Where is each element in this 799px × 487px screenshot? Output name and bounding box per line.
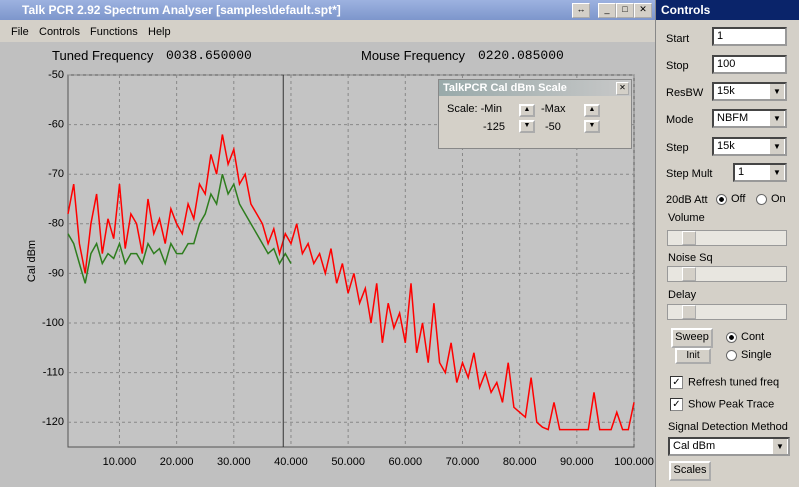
x-tick-label: 10.000 (103, 456, 137, 468)
att-label: 20dB Att (666, 194, 708, 206)
start-input[interactable]: 1 (712, 27, 787, 46)
window-title: Talk PCR 2.92 Spectrum Analyser [samples… (22, 3, 341, 17)
step-combo[interactable]: 15k (712, 137, 787, 156)
menu-bar: File Controls Functions Help (0, 20, 655, 42)
x-tick-label: 80.000 (503, 456, 537, 468)
peak-label: Show Peak Trace (688, 398, 775, 411)
att-on[interactable]: On (756, 193, 786, 205)
field-label: Mode (666, 114, 694, 126)
single-radio[interactable]: Single (726, 349, 772, 361)
detection-label: Signal Detection Method (668, 421, 788, 433)
x-tick-label: 20.000 (160, 456, 194, 468)
field-label: Step (666, 142, 689, 154)
minimize-button[interactable]: _ (598, 3, 616, 18)
min-label: Scale: -Min (447, 103, 503, 115)
menu-item[interactable]: Controls (39, 26, 80, 38)
delay-slider[interactable] (667, 304, 787, 320)
title-bar: Talk PCR 2.92 Spectrum Analyser [samples… (0, 0, 655, 20)
min-value: -125 (483, 121, 506, 133)
att-on-label: On (771, 193, 786, 205)
trace (67, 134, 635, 431)
y-tick-label: -80 (48, 218, 64, 230)
x-tick-label: 50.000 (331, 456, 365, 468)
spectrum-chart: Cal dBm -50 -60 -70 -80 -90 -100 -110 -120 10.00… (26, 69, 654, 468)
noise-slider[interactable] (667, 266, 787, 282)
y-tick-label: -100 (42, 317, 64, 329)
cont-radio[interactable]: Cont (726, 331, 764, 343)
y-tick-label: -50 (48, 69, 64, 81)
menu-item[interactable]: Help (148, 26, 171, 38)
tuned-label: Tuned Frequency (52, 48, 154, 63)
mode-combo[interactable]: NBFM (712, 109, 787, 128)
field-label: Step Mult (666, 168, 713, 180)
max-up[interactable]: ▲ (584, 104, 600, 117)
init-button[interactable]: Init (675, 348, 711, 364)
delay-label: Delay (668, 289, 697, 301)
x-tick-label: 60.000 (388, 456, 422, 468)
min-up[interactable]: ▲ (519, 104, 535, 117)
controls-title: Controls (661, 3, 711, 17)
controls-title-bar: Controls (656, 0, 799, 20)
menu-item[interactable]: File (11, 26, 29, 38)
x-tick-label: 90.000 (560, 456, 594, 468)
y-tick-label: -60 (48, 119, 64, 131)
maximize-button[interactable]: □ (616, 3, 634, 18)
peak-check[interactable]: ✓ Show Peak Trace (670, 398, 774, 411)
detection-combo[interactable]: Cal dBm (668, 437, 790, 456)
att-off-label: Off (731, 193, 746, 205)
dialog-close[interactable]: ✕ (616, 82, 629, 95)
dialog-title-bar: TalkPCR Cal dBm Scale ✕ (439, 80, 631, 96)
x-tick-label: 100.000 (614, 456, 654, 468)
volume-slider[interactable] (667, 230, 787, 246)
y-tick-label: -110 (43, 367, 64, 379)
max-value: -50 (545, 121, 561, 133)
refresh-label: Refresh tuned freq (688, 376, 780, 389)
noise-label: Noise Sq (668, 252, 713, 264)
x-tick-label: 70.000 (446, 456, 480, 468)
window-button[interactable]: ↔ (572, 3, 590, 18)
field-label: Start (666, 33, 690, 45)
volume-label: Volume (668, 212, 705, 224)
att-off[interactable]: Off (716, 193, 745, 205)
y-axis-label: Cal dBm (26, 240, 38, 282)
mouse-value: 0220.085000 (478, 48, 564, 63)
field-label: Stop (666, 60, 689, 72)
sweep-button[interactable]: Sweep (671, 328, 713, 348)
dialog-title: TalkPCR Cal dBm Scale (443, 82, 567, 94)
stepmult-combo[interactable]: 1 (733, 163, 787, 182)
min-down[interactable]: ▼ (519, 120, 535, 133)
cont-label: Cont (741, 331, 765, 343)
max-label: -Max (541, 103, 566, 115)
x-tick-label: 40.000 (274, 456, 308, 468)
y-tick-label: -120 (42, 416, 64, 428)
close-button[interactable]: ✕ (634, 3, 652, 18)
y-tick-label: -90 (48, 267, 64, 279)
field-label: ResBW (666, 87, 704, 99)
resbw-combo[interactable]: 15k (712, 82, 787, 101)
single-label: Single (741, 349, 772, 361)
x-tick-label: 30.000 (217, 456, 251, 468)
mouse-label: Mouse Frequency (361, 48, 466, 63)
stop-input[interactable]: 100 (712, 55, 787, 74)
scales-button[interactable]: Scales (669, 461, 711, 481)
max-down[interactable]: ▼ (584, 120, 600, 133)
refresh-check[interactable]: ✓ Refresh tuned freq (670, 376, 779, 389)
trace (67, 173, 292, 284)
y-tick-label: -70 (48, 168, 64, 180)
menu-item[interactable]: Functions (90, 26, 138, 38)
tuned-value: 0038.650000 (166, 48, 252, 63)
scale-dialog: TalkPCR Cal dBm Scale ✕ Scale: -Min -Max… (438, 79, 632, 149)
